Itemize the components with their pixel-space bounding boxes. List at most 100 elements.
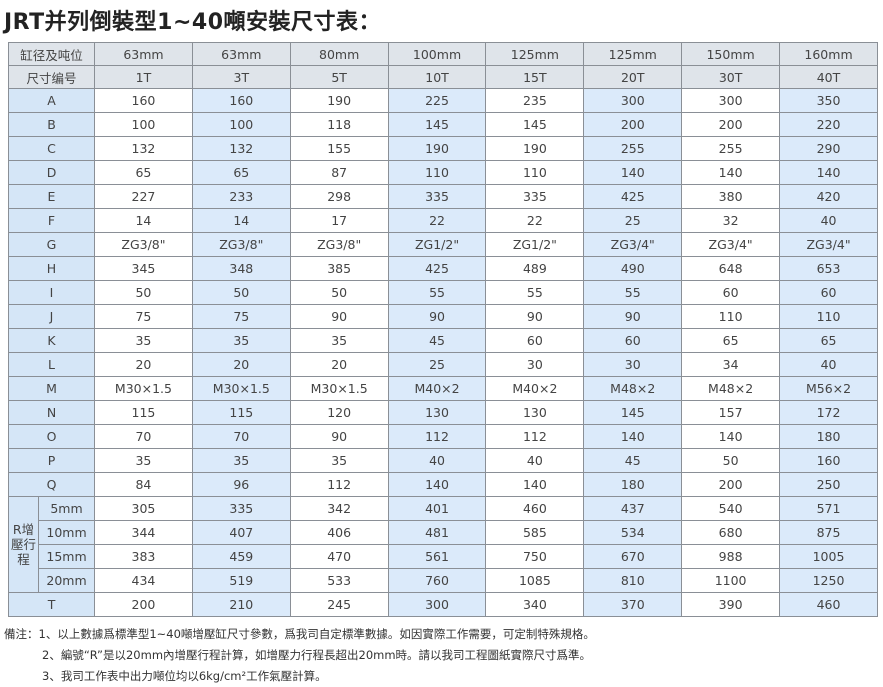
data-cell: 210 bbox=[191, 592, 291, 617]
data-cell: 233 bbox=[191, 184, 291, 209]
header-cell: 40T bbox=[779, 65, 878, 89]
data-cell: 180 bbox=[583, 472, 683, 497]
data-cell: 157 bbox=[681, 400, 781, 425]
data-row: E 227 233 298 335 335 425 380 420 bbox=[7, 184, 878, 209]
data-cell: 35 bbox=[191, 448, 291, 473]
data-cell: ZG3/4" bbox=[779, 232, 878, 257]
data-cell: 670 bbox=[583, 544, 683, 569]
data-cell: 298 bbox=[289, 184, 389, 209]
data-cell: 180 bbox=[779, 424, 878, 449]
data-cell: M48×2 bbox=[681, 376, 781, 401]
note-label: 備注： bbox=[4, 627, 39, 641]
header-row: 缸径及吨位 63mm 63mm 80mm 100mm 125mm 125mm 150mm 160… bbox=[7, 42, 878, 66]
data-cell: 112 bbox=[289, 472, 389, 497]
data-cell: 35 bbox=[94, 448, 193, 473]
data-cell: 190 bbox=[387, 136, 487, 161]
header-label: 尺寸编号 bbox=[7, 65, 96, 89]
data-cell: 45 bbox=[583, 448, 683, 473]
data-cell: 90 bbox=[485, 304, 585, 329]
data-cell: 420 bbox=[779, 184, 878, 209]
data-cell: 50 bbox=[191, 280, 291, 305]
data-cell: 60 bbox=[485, 328, 585, 353]
data-cell: 75 bbox=[191, 304, 291, 329]
data-cell: 100 bbox=[94, 112, 193, 137]
row-label: K bbox=[7, 328, 96, 353]
data-cell: 118 bbox=[289, 112, 389, 137]
data-cell: 110 bbox=[485, 160, 585, 185]
row-label: H bbox=[7, 256, 96, 281]
data-cell: 988 bbox=[681, 544, 781, 569]
data-row: 15mm 383 459 470 561 750 670 988 1005 bbox=[9, 544, 878, 569]
data-cell: 540 bbox=[681, 496, 781, 521]
data-cell: 875 bbox=[779, 520, 878, 545]
data-cell: 35 bbox=[289, 328, 389, 353]
data-cell: 140 bbox=[485, 472, 585, 497]
note-line: 2、編號“R”是以20mm內增壓行程計算，如增壓力行程長超出20mm時。請以我司… bbox=[4, 645, 595, 666]
header-cell: 63mm bbox=[191, 42, 291, 66]
data-cell: 140 bbox=[681, 160, 781, 185]
data-cell: 110 bbox=[681, 304, 781, 329]
data-cell: 255 bbox=[681, 136, 781, 161]
note-text: 2、編號“R”是以20mm內增壓行程計算，如增壓力行程長超出20mm時。請以我司… bbox=[42, 648, 592, 662]
data-cell: 370 bbox=[583, 592, 683, 617]
sub-label: 15mm bbox=[37, 544, 96, 569]
data-cell: 460 bbox=[485, 496, 585, 521]
data-cell: 110 bbox=[387, 160, 487, 185]
data-cell: 383 bbox=[94, 544, 193, 569]
header-row: 尺寸编号 1T 3T 5T 10T 15T 20T 30T 40T bbox=[7, 65, 878, 89]
sub-label: 10mm bbox=[37, 520, 96, 545]
data-cell: 225 bbox=[387, 88, 487, 113]
data-cell: 40 bbox=[485, 448, 585, 473]
data-cell: 120 bbox=[289, 400, 389, 425]
data-cell: 160 bbox=[94, 88, 193, 113]
data-cell: 65 bbox=[779, 328, 878, 353]
data-cell: 533 bbox=[289, 568, 389, 593]
note-line: 3、我司工作表中出力噸位均以6kg/cm²工作氣壓計算。 bbox=[4, 666, 595, 687]
row-label: T bbox=[7, 592, 96, 617]
data-row: 10mm 344 407 406 481 585 534 680 875 bbox=[9, 520, 878, 545]
data-cell: 112 bbox=[485, 424, 585, 449]
data-cell: 35 bbox=[289, 448, 389, 473]
data-cell: 680 bbox=[681, 520, 781, 545]
header-label: 缸径及吨位 bbox=[7, 42, 96, 66]
data-cell: 30 bbox=[583, 352, 683, 377]
data-cell: 34 bbox=[681, 352, 781, 377]
data-cell: M30×1.5 bbox=[289, 376, 389, 401]
data-cell: 145 bbox=[485, 112, 585, 137]
header-cell: 160mm bbox=[779, 42, 878, 66]
data-row: D 65 65 87 110 110 140 140 140 bbox=[7, 160, 878, 185]
data-cell: 160 bbox=[191, 88, 291, 113]
data-cell: 190 bbox=[289, 88, 389, 113]
row-label: M bbox=[7, 376, 96, 401]
data-cell: 25 bbox=[583, 208, 683, 233]
row-label: G bbox=[7, 232, 96, 257]
data-cell: ZG1/2" bbox=[387, 232, 487, 257]
data-cell: 22 bbox=[387, 208, 487, 233]
data-cell: 200 bbox=[94, 592, 193, 617]
header-cell: 80mm bbox=[289, 42, 389, 66]
row-label: A bbox=[7, 88, 96, 113]
row-label: I bbox=[7, 280, 96, 305]
data-cell: 50 bbox=[681, 448, 781, 473]
data-cell: 55 bbox=[583, 280, 683, 305]
data-cell: 140 bbox=[387, 472, 487, 497]
data-cell: 200 bbox=[681, 472, 781, 497]
note-text: 3、我司工作表中出力噸位均以6kg/cm²工作氣壓計算。 bbox=[42, 669, 327, 683]
row-label: J bbox=[7, 304, 96, 329]
data-cell: 561 bbox=[387, 544, 487, 569]
data-cell: 172 bbox=[779, 400, 878, 425]
data-row: B 100 100 118 145 145 200 200 220 bbox=[7, 112, 878, 137]
data-cell: 190 bbox=[485, 136, 585, 161]
data-cell: ZG3/4" bbox=[681, 232, 781, 257]
data-cell: 90 bbox=[289, 304, 389, 329]
data-row: J 75 75 90 90 90 90 110 110 bbox=[7, 304, 878, 329]
header-cell: 1T bbox=[94, 65, 193, 89]
data-cell: 459 bbox=[191, 544, 291, 569]
data-row: N 115 115 120 130 130 145 157 172 bbox=[7, 400, 878, 425]
data-row: L 20 20 20 25 30 30 34 40 bbox=[7, 352, 878, 377]
data-cell: 60 bbox=[779, 280, 878, 305]
data-cell: 348 bbox=[191, 256, 291, 281]
data-cell: 115 bbox=[191, 400, 291, 425]
data-cell: 300 bbox=[387, 592, 487, 617]
